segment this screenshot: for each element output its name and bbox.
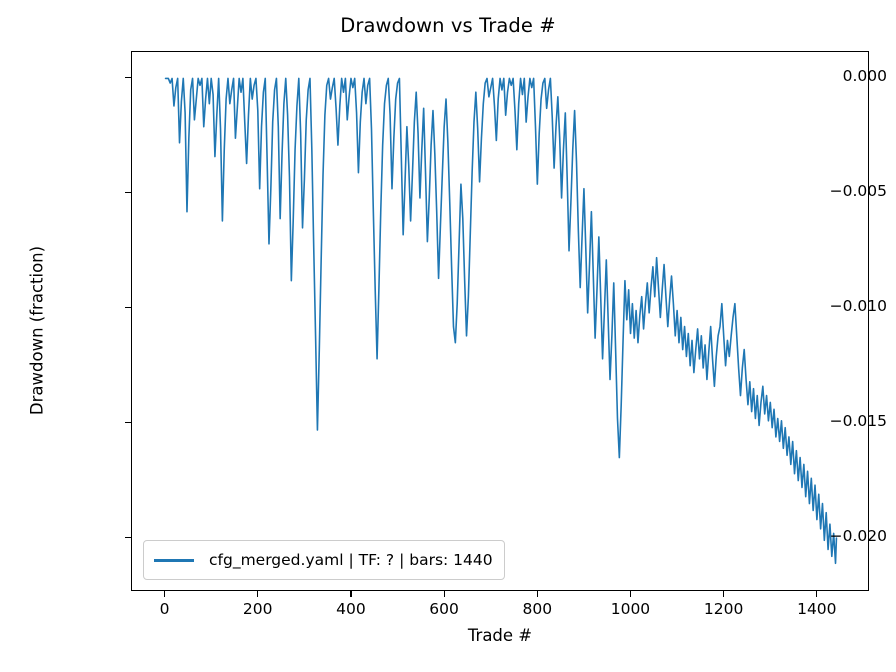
y-tick-label: −0.015 xyxy=(829,412,887,431)
series-line-cfg-merged xyxy=(164,77,838,565)
y-tick-mark xyxy=(125,421,131,423)
x-tick-label: 1000 xyxy=(610,600,651,618)
x-tick-mark xyxy=(257,591,259,597)
y-tick-label: −0.005 xyxy=(829,182,887,201)
y-axis-label: Drawdown (fraction) xyxy=(27,245,47,416)
x-tick-label: 800 xyxy=(522,600,553,618)
drawdown-line-plot xyxy=(164,77,838,565)
x-tick-mark xyxy=(164,591,166,597)
x-tick-mark xyxy=(629,591,632,597)
x-tick-mark xyxy=(723,591,725,597)
x-tick-label: 1400 xyxy=(797,600,837,618)
y-tick-mark xyxy=(125,76,131,79)
y-tick-mark xyxy=(125,306,131,308)
x-tick-label: 600 xyxy=(429,600,459,618)
y-tick-mark xyxy=(125,536,131,538)
x-axis-label: Trade # xyxy=(467,626,533,645)
y-tick-label: −0.010 xyxy=(829,297,887,316)
legend-label: cfg_merged.yaml | TF: ? | bars: 1440 xyxy=(209,551,493,569)
y-tick-label: 0.000 xyxy=(842,67,887,86)
y-tick-mark xyxy=(125,191,131,193)
x-tick-mark xyxy=(443,591,445,597)
x-tick-mark xyxy=(350,591,352,597)
chart-title: Drawdown vs Trade # xyxy=(340,14,556,37)
x-tick-label: 1200 xyxy=(703,600,744,618)
x-tick-label: 200 xyxy=(242,600,273,618)
legend-box: cfg_merged.yaml | TF: ? | bars: 1440 xyxy=(143,540,505,580)
x-tick-mark xyxy=(816,591,818,597)
plot-axes xyxy=(131,51,869,591)
x-tick-label: 400 xyxy=(336,600,366,618)
y-tick-label: −0.020 xyxy=(829,527,887,545)
legend-line-swatch xyxy=(154,558,194,562)
x-tick-label: 0 xyxy=(159,600,170,618)
x-tick-mark xyxy=(536,591,538,597)
